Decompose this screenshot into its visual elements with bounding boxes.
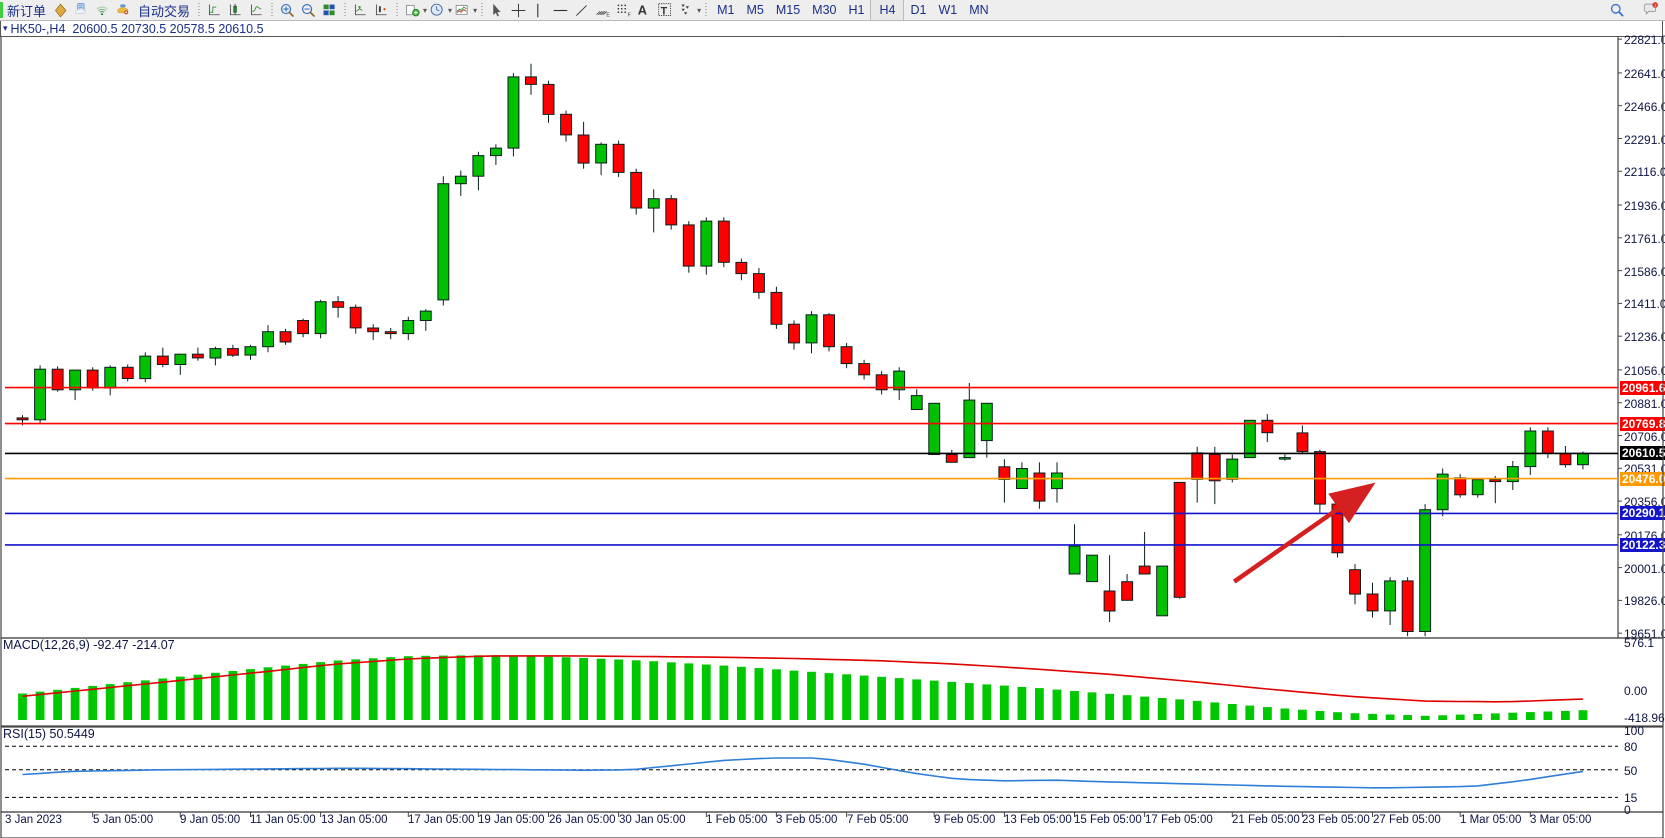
svg-text:F: F [628, 12, 631, 18]
svg-text:E: E [606, 12, 610, 18]
svg-text:1: 1 [1654, 3, 1656, 7]
svg-text:T: T [661, 5, 668, 17]
svg-text:A: A [638, 2, 647, 17]
